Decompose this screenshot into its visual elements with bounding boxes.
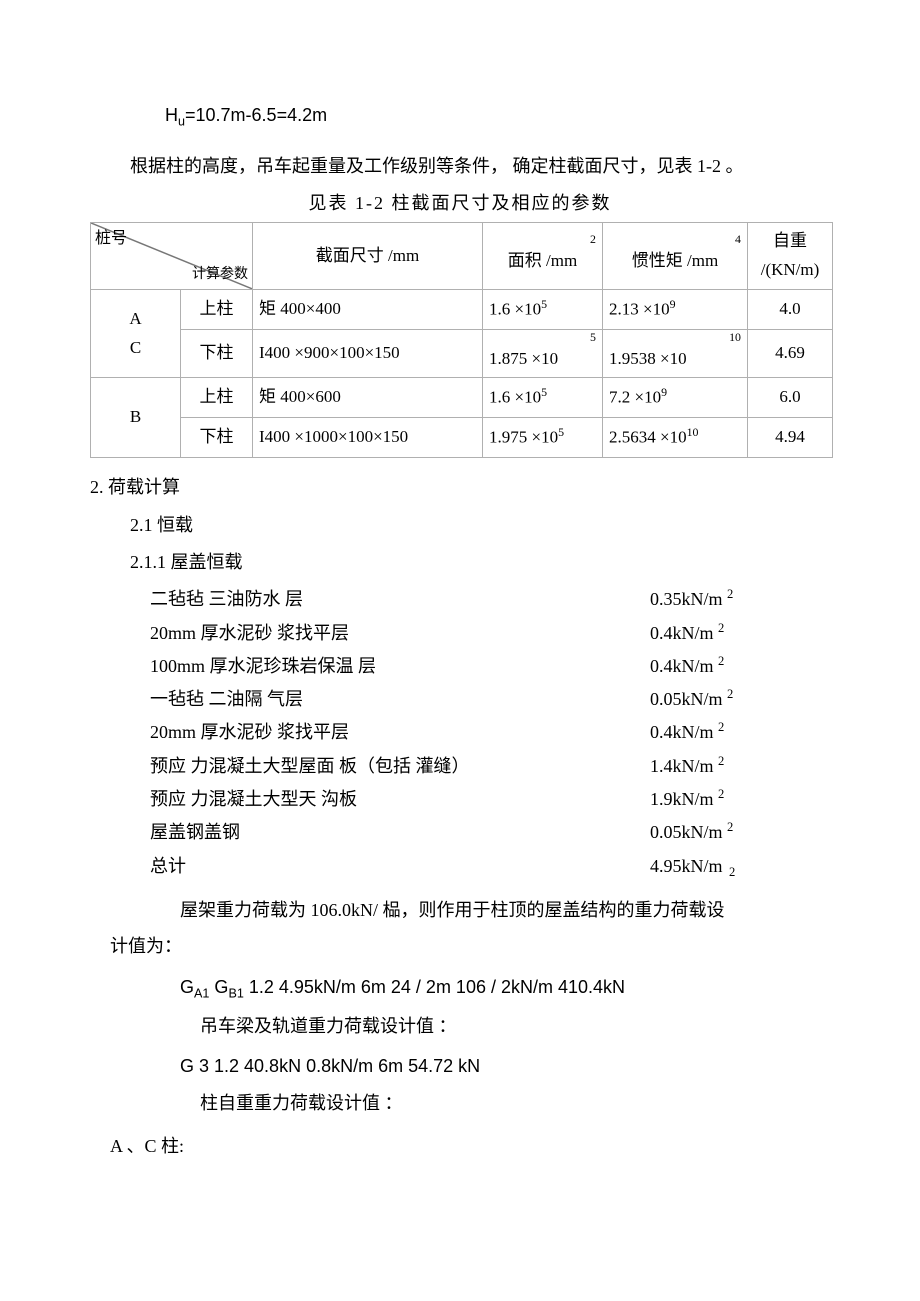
cell: I400 ×1000×100×150 [253,417,483,457]
load-item: 预应 力混凝土大型天 沟板1.9kN/m 2 [150,783,800,816]
intro-paragraph: 根据柱的高度，吊车起重量及工作级别等条件， 确定柱截面尺寸，见表 1-2 。 [130,151,830,182]
diag-header: 桩号 计算参数 [91,223,253,290]
hdr-self-weight: 自重 /(KN/m) [748,223,833,290]
load-item-value: 0.35kN/m 2 [650,583,800,616]
cell: 上柱 [181,378,253,418]
heading-2-1-1: 2.1.1 屋盖恒载 [130,547,830,578]
cell: 6.0 [748,378,833,418]
load-item: 预应 力混凝土大型屋面 板（包括 灌缝）1.4kN/m 2 [150,750,800,783]
load-list: 二毡毡 三油防水 层0.35kN/m 220mm 厚水泥砂 浆找平层0.4kN/… [90,583,830,884]
load-item-value: 1.9kN/m 2 [650,783,800,816]
spec-table: 桩号 计算参数 截面尺寸 /mm 2 面积 /mm 4 惯性矩 /mm 自重 /… [90,222,833,457]
load-item-label: 100mm 厚水泥珍珠岩保温 层 [150,650,650,683]
cell: 矩 400×400 [253,289,483,329]
cell: 矩 400×600 [253,378,483,418]
heading-2-1: 2.1 恒载 [130,510,830,541]
ac-column-label: A 、C 柱: [110,1131,830,1162]
load-item-value: 0.4kN/m 2 [650,716,800,749]
load-item: 二毡毡 三油防水 层0.35kN/m 2 [150,583,800,616]
group-label-ac: A C [91,289,181,377]
load-item-label: 20mm 厚水泥砂 浆找平层 [150,716,650,749]
load-item-value: 0.05kN/m 2 [650,683,800,716]
load-item: 总计4.95kN/m 2 [150,850,800,885]
cell: 5 1.875 ×10 [483,329,603,378]
cell: 2.13 ×109 [603,289,748,329]
desc-column-self-weight: 柱自重重力荷载设计值 ： [200,1088,830,1119]
load-item-label: 二毡毡 三油防水 层 [150,583,650,616]
load-item-label: 屋盖钢盖钢 [150,816,650,849]
load-item-label: 20mm 厚水泥砂 浆找平层 [150,617,650,650]
desc-crane-beam: 吊车梁及轨道重力荷载设计值 ： [200,1011,830,1042]
cell: 1.6 ×105 [483,289,603,329]
table-row: 下柱 I400 ×1000×100×150 1.975 ×105 2.5634 … [91,417,833,457]
cell: 4.94 [748,417,833,457]
cell: 上柱 [181,289,253,329]
cell: I400 ×900×100×150 [253,329,483,378]
formula-g3: G 3 1.2 40.8kN 0.8kN/m 6m 54.72 kN [180,1051,830,1082]
roof-para-l1: 屋架重力荷载为 106.0kN/ 榀，则作用于柱顶的屋盖结构的重力荷载设 [180,895,830,926]
formula-g1: GA1 GB1 1.2 4.95kN/m 6m 24 / 2m 106 / 2k… [180,972,830,1005]
table-row: A C 上柱 矩 400×400 1.6 ×105 2.13 ×109 4.0 [91,289,833,329]
group-label-b: B [91,378,181,457]
load-item-label: 预应 力混凝土大型天 沟板 [150,783,650,816]
cell: 10 1.9538 ×10 [603,329,748,378]
cell: 2.5634 ×1010 [603,417,748,457]
load-item: 屋盖钢盖钢0.05kN/m 2 [150,816,800,849]
heading-2: 2. 荷载计算 [90,472,830,503]
table-header-row: 桩号 计算参数 截面尺寸 /mm 2 面积 /mm 4 惯性矩 /mm 自重 /… [91,223,833,290]
top-formula: Hu=10.7m-6.5=4.2m [165,100,830,133]
cell: 1.6 ×105 [483,378,603,418]
table-row: 下柱 I400 ×900×100×150 5 1.875 ×10 10 1.95… [91,329,833,378]
load-item: 20mm 厚水泥砂 浆找平层0.4kN/m 2 [150,617,800,650]
diag-left-label: 桩号 [95,225,127,252]
load-item: 100mm 厚水泥珍珠岩保温 层0.4kN/m 2 [150,650,800,683]
load-item-label: 一毡毡 二油隔 气层 [150,683,650,716]
load-item-value: 0.4kN/m 2 [650,650,800,683]
load-item-value: 4.95kN/m 2 [650,850,800,885]
load-item-value: 0.4kN/m 2 [650,617,800,650]
hdr-inertia: 4 惯性矩 /mm [603,223,748,290]
table-caption: 见表 1-2 柱截面尺寸及相应的参数 [90,188,830,219]
roof-para-l2: 计值为： [110,931,830,962]
hdr-area: 2 面积 /mm [483,223,603,290]
cell: 下柱 [181,417,253,457]
cell: 1.975 ×105 [483,417,603,457]
table-row: B 上柱 矩 400×600 1.6 ×105 7.2 ×109 6.0 [91,378,833,418]
load-item-value: 0.05kN/m 2 [650,816,800,849]
load-item: 一毡毡 二油隔 气层0.05kN/m 2 [150,683,800,716]
cell: 7.2 ×109 [603,378,748,418]
cell: 4.69 [748,329,833,378]
load-item-label: 预应 力混凝土大型屋面 板（包括 灌缝） [150,750,650,783]
document-page: Hu=10.7m-6.5=4.2m 根据柱的高度，吊车起重量及工作级别等条件， … [0,0,920,1221]
cell: 下柱 [181,329,253,378]
load-item: 20mm 厚水泥砂 浆找平层0.4kN/m 2 [150,716,800,749]
load-item-label: 总计 [150,850,650,885]
cell: 4.0 [748,289,833,329]
load-item-value: 1.4kN/m 2 [650,750,800,783]
hdr-section-size: 截面尺寸 /mm [253,223,483,290]
diag-right-label: 计算参数 [192,263,248,287]
